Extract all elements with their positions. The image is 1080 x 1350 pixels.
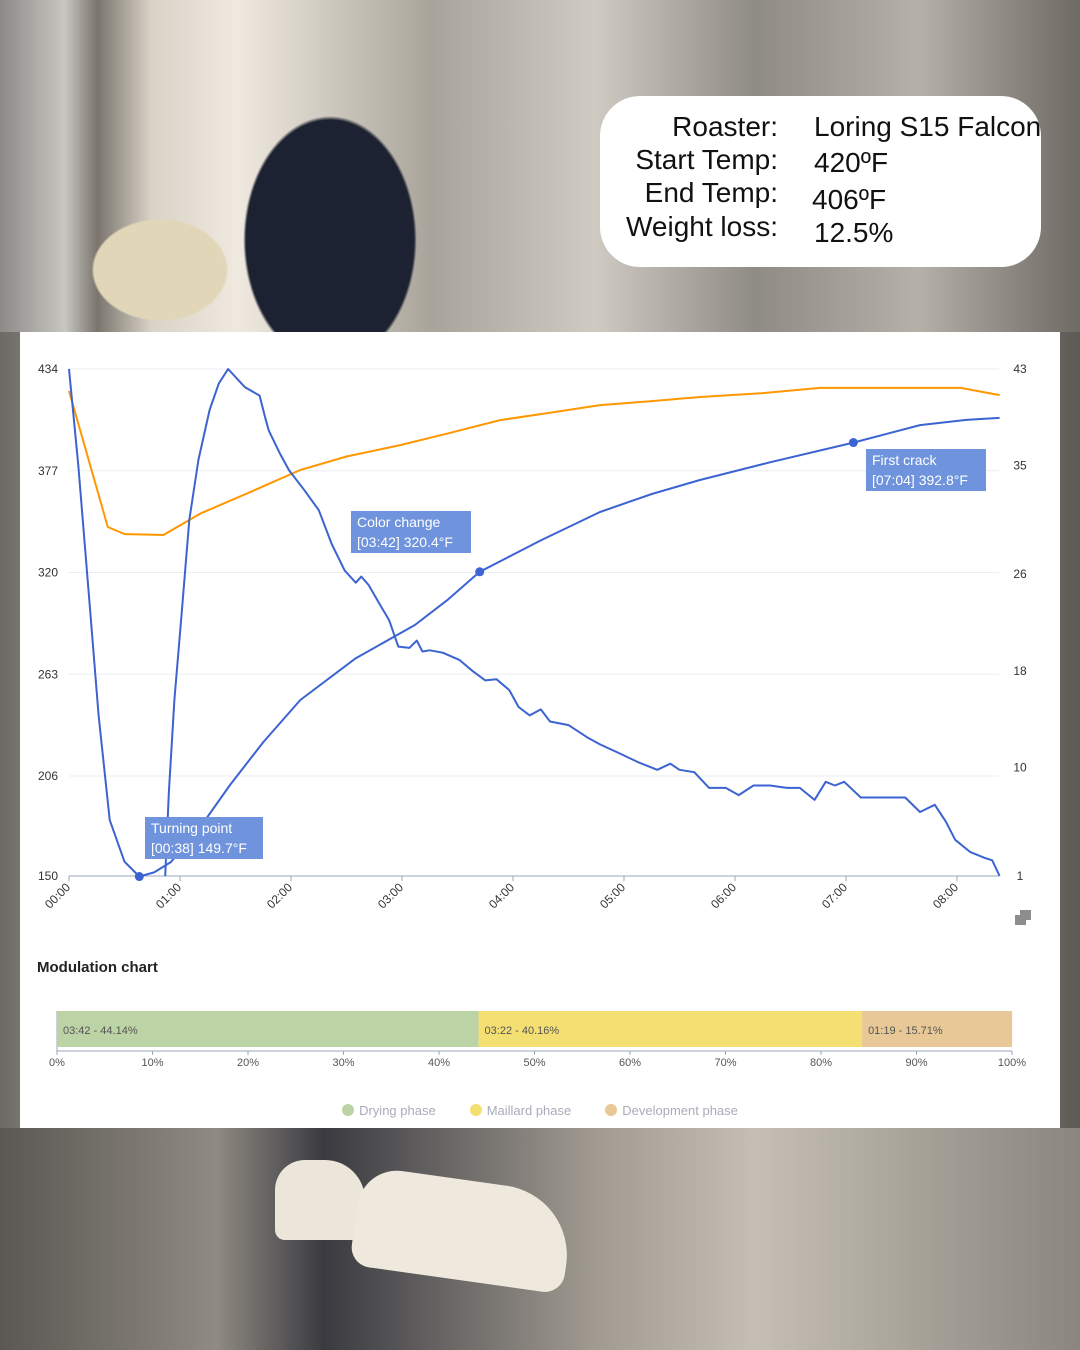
end-temp-label: End Temp: bbox=[644, 177, 778, 208]
y-right-tick-label: 43 bbox=[1013, 362, 1027, 376]
legend-label: Maillard phase bbox=[486, 1103, 572, 1118]
y-right-tick-label: 26 bbox=[1013, 567, 1027, 581]
annotation-title: First crack bbox=[872, 452, 938, 468]
series-line-1 bbox=[68, 368, 1000, 878]
y-left-tick-label: 377 bbox=[38, 464, 58, 478]
chart-card: 150 206 263 320 377 434 1 10 18 26 35 43 00:00 01:00 0… bbox=[20, 332, 1060, 1128]
annotation-value: [07:04] 392.8°F bbox=[872, 472, 968, 488]
x-tick-label: 07:00 bbox=[819, 880, 850, 911]
legend-label: Development phase bbox=[622, 1103, 738, 1118]
bar-segment-label: 01:19 - 15.71% bbox=[868, 1025, 943, 1037]
roaster-value: Loring S15 Falcon bbox=[814, 111, 1042, 142]
x-tick-label: 06:00 bbox=[708, 880, 739, 911]
x-tick-label: 50% bbox=[523, 1057, 545, 1067]
y-left-tick-label: 263 bbox=[38, 667, 58, 681]
roaster-label: Roaster: bbox=[672, 111, 778, 142]
legend-dot-icon bbox=[605, 1104, 618, 1116]
annotation-marker bbox=[134, 872, 144, 882]
y-left-tick-label: 150 bbox=[38, 869, 58, 883]
x-tick-label: 70% bbox=[714, 1057, 736, 1067]
expand-icon[interactable] bbox=[1015, 910, 1031, 925]
weight-loss-label: Weight loss: bbox=[626, 211, 778, 242]
annotation-marker bbox=[475, 567, 485, 577]
annotation-value: [00:38] 149.7°F bbox=[151, 840, 247, 856]
y-right-tick-label: 35 bbox=[1013, 459, 1027, 473]
weight-loss-value: 12.5% bbox=[814, 217, 894, 248]
x-tick-label: 01:00 bbox=[153, 880, 184, 911]
annotation-box bbox=[145, 817, 263, 859]
x-tick-label: 04:00 bbox=[486, 880, 517, 911]
end-temp-value: 406ºF bbox=[812, 184, 887, 215]
modulation-chart-title: Modulation chart bbox=[37, 959, 158, 976]
x-tick-label: 00:00 bbox=[42, 880, 73, 911]
modulation-legend: Drying phase Maillard phase Development … bbox=[20, 1103, 1060, 1118]
series-line-0 bbox=[68, 386, 1000, 536]
shoe-left bbox=[275, 1160, 365, 1240]
annotation-title: Turning point bbox=[151, 820, 232, 836]
x-tick-label: 60% bbox=[619, 1057, 641, 1067]
legend-item-drying[interactable]: Drying phase bbox=[342, 1103, 436, 1118]
bar-segment-label: 03:42 - 44.14% bbox=[63, 1025, 138, 1037]
roast-info-card: Roaster: Loring S15 Falcon Start Temp: 4… bbox=[600, 96, 1041, 267]
y-right-tick-label: 1 bbox=[1017, 869, 1024, 883]
annotation-marker bbox=[848, 438, 858, 448]
x-tick-label: 08:00 bbox=[930, 880, 961, 911]
x-tick-label: 03:00 bbox=[375, 880, 406, 911]
y-left-tick-label: 206 bbox=[38, 769, 58, 783]
bar-segment-label: 03:22 - 40.16% bbox=[485, 1025, 560, 1037]
annotation-box bbox=[351, 511, 471, 553]
legend-item-maillard[interactable]: Maillard phase bbox=[469, 1103, 572, 1118]
x-tick-label: 05:00 bbox=[597, 880, 628, 911]
series-line-2 bbox=[164, 368, 1001, 877]
y-left-tick-label: 434 bbox=[38, 362, 58, 376]
x-tick-label: 10% bbox=[141, 1057, 163, 1067]
x-tick-label: 0% bbox=[49, 1057, 65, 1067]
roast-curve-chart: 150 206 263 320 377 434 1 10 18 26 35 43 00:00 01:00 0… bbox=[38, 362, 1027, 911]
legend-label: Drying phase bbox=[359, 1103, 436, 1118]
y-left-tick-label: 320 bbox=[38, 566, 58, 580]
x-tick-label: 40% bbox=[428, 1057, 450, 1067]
annotation-title: Color change bbox=[357, 514, 440, 530]
x-tick-label: 100% bbox=[998, 1057, 1026, 1067]
x-tick-label: 20% bbox=[237, 1057, 259, 1067]
x-tick-label: 80% bbox=[810, 1057, 832, 1067]
y-right-tick-label: 18 bbox=[1013, 664, 1027, 678]
x-tick-label: 90% bbox=[905, 1057, 927, 1067]
annotation-value: [03:42] 320.4°F bbox=[357, 534, 453, 550]
start-temp-label: Start Temp: bbox=[635, 144, 778, 175]
x-tick-label: 02:00 bbox=[264, 880, 295, 911]
legend-item-development[interactable]: Development phase bbox=[605, 1103, 738, 1118]
bar-segment-0 bbox=[57, 1011, 479, 1047]
bar-segment-1 bbox=[478, 1011, 863, 1047]
legend-dot-icon bbox=[469, 1104, 482, 1116]
bar-segment-2 bbox=[862, 1011, 1013, 1047]
y-right-tick-label: 10 bbox=[1013, 760, 1027, 774]
modulation-bar-chart: 03:42 - 44.14% 03:22 - 40.16% 01:19 - 15.7… bbox=[49, 1011, 1026, 1067]
legend-dot-icon bbox=[342, 1104, 355, 1116]
x-tick-label: 30% bbox=[332, 1057, 354, 1067]
start-temp-value: 420ºF bbox=[814, 147, 889, 178]
annotation-box bbox=[866, 449, 986, 491]
